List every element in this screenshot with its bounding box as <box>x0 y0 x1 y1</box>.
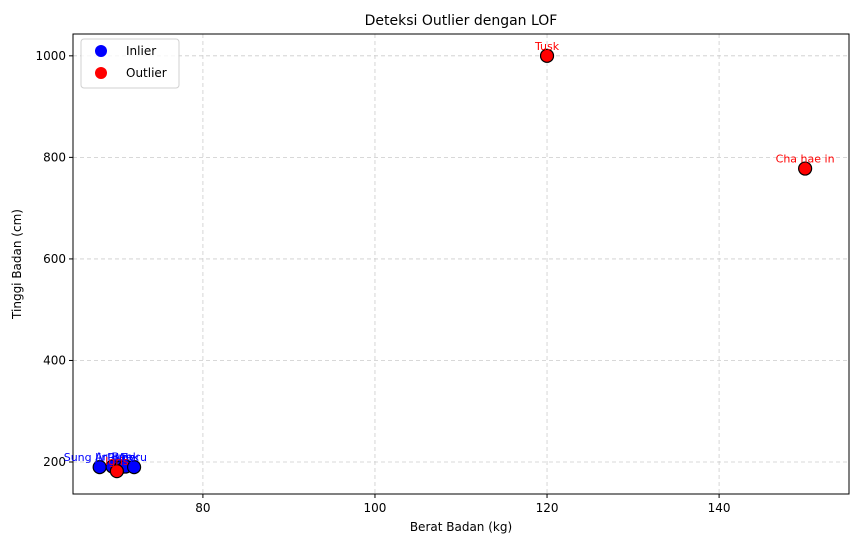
inlier-point <box>126 459 142 475</box>
legend-marker <box>95 67 107 79</box>
legend-label: Outlier <box>126 66 167 80</box>
point-label: Igris <box>105 455 129 468</box>
plot-frame <box>72 33 850 495</box>
axes-layer: 80 100 120 140 200 400 600 800 1000 <box>35 33 850 515</box>
point-label: Baek <box>112 451 140 464</box>
legend: Inlier Outlier <box>80 38 180 89</box>
points-layer <box>92 48 813 479</box>
x-tick-label: 100 <box>364 501 387 515</box>
outlier-point <box>798 161 813 176</box>
y-tick-label: 200 <box>43 455 66 469</box>
x-axis-label: Berat Badan (kg) <box>410 520 512 534</box>
legend-marker <box>95 45 107 57</box>
grid-layer <box>73 34 849 494</box>
y-axis-label: Tinggi Badan (cm) <box>10 209 24 320</box>
point-label: Beru <box>121 451 147 464</box>
outlier-point <box>109 464 124 479</box>
chart-title: Deteksi Outlier dengan LOF <box>365 13 558 29</box>
point-label: Tusk <box>534 40 560 53</box>
x-tick-label: 140 <box>708 501 731 515</box>
point-label: Arthur <box>95 451 130 464</box>
outlier-point <box>539 48 555 63</box>
y-tick-label: 800 <box>43 150 66 164</box>
y-tick-label: 1000 <box>35 49 66 63</box>
y-tick-label: 400 <box>43 353 66 367</box>
x-tick-label: 120 <box>536 501 559 515</box>
point-label: Cha hae in <box>776 153 835 166</box>
point-label: Rudy <box>107 451 135 464</box>
legend-label: Inlier <box>126 44 156 58</box>
x-tick-label: 80 <box>195 501 210 515</box>
y-tick-label: 600 <box>43 252 66 266</box>
point-label: Sung Jin Woo <box>64 451 136 464</box>
